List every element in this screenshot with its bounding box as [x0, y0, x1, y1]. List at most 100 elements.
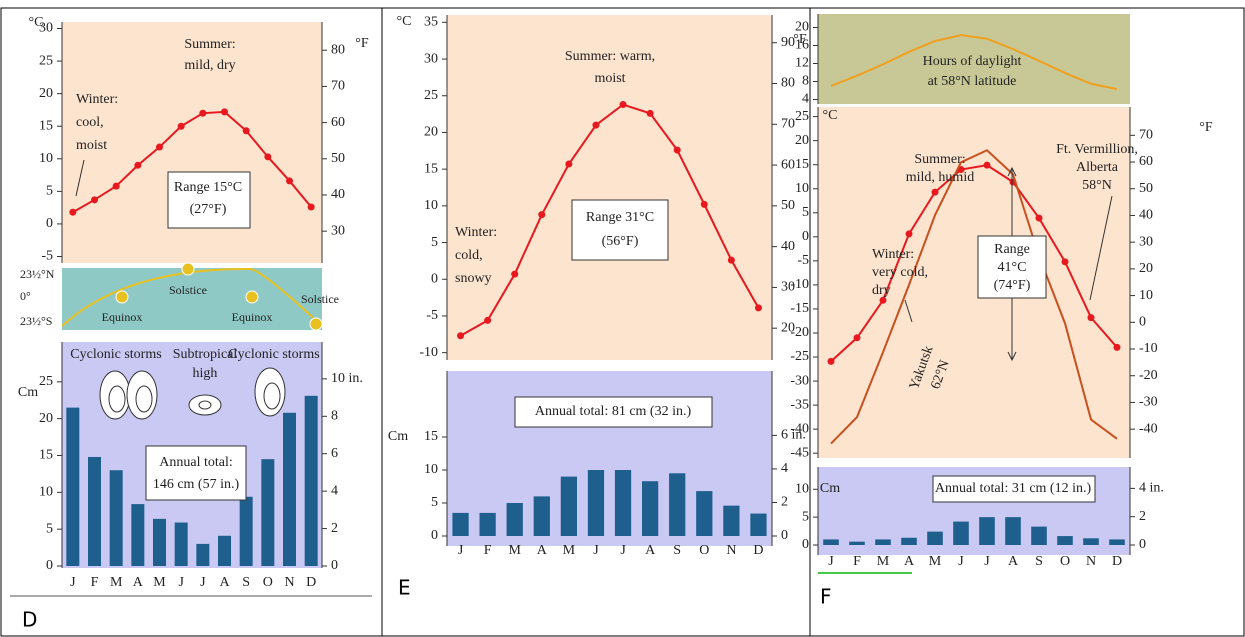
- bar: [875, 539, 891, 545]
- y-tick-label: 20: [795, 20, 809, 35]
- marker: [69, 208, 77, 216]
- annotation: 58°N: [1082, 178, 1112, 193]
- bar: [479, 512, 496, 536]
- y-tick-label: 0: [431, 271, 438, 286]
- bar: [1005, 517, 1021, 545]
- annotation: moist: [76, 138, 107, 153]
- y2-tick-label: 40: [781, 239, 795, 254]
- x-tick-label: A: [1008, 554, 1019, 569]
- bar: [953, 521, 969, 545]
- x-tick-label: A: [537, 543, 548, 558]
- x-tick-label: A: [645, 543, 656, 558]
- bar: [614, 470, 632, 536]
- marker: [1061, 258, 1069, 266]
- bar: [750, 513, 767, 536]
- annotation: cool,: [76, 115, 104, 130]
- y-label: 23½°S: [20, 314, 52, 328]
- bar: [196, 543, 210, 566]
- annotation: Summer:: [914, 152, 965, 167]
- x-tick-label: S: [1035, 554, 1043, 569]
- annotation: Alberta: [1076, 160, 1119, 175]
- y2-tick-label: 90: [781, 35, 795, 50]
- marker: [264, 153, 272, 161]
- marker: [134, 161, 142, 169]
- annotation: Annual total: 31 cm (12 in.): [935, 481, 1092, 496]
- y-tick-label: 0: [46, 558, 53, 573]
- bar: [452, 512, 469, 536]
- y2-tick-label: -40: [1139, 421, 1158, 436]
- bar: [696, 491, 713, 536]
- x-tick-label: A: [219, 575, 230, 590]
- annotation: Solstice: [301, 292, 339, 306]
- line: [830, 34, 1118, 91]
- marker: [177, 122, 185, 130]
- annotation: at 58°N latitude: [928, 74, 1017, 89]
- y2-tick-label: 20: [781, 320, 795, 335]
- y-tick-label: 15: [424, 161, 438, 176]
- y-tick-label: 0: [431, 528, 438, 543]
- marker: [853, 334, 861, 342]
- y-tick-label: 8: [802, 74, 809, 89]
- marker: [619, 101, 627, 109]
- annotation: Subtropical: [173, 347, 238, 362]
- annotation: Hours of daylight: [923, 54, 1022, 69]
- bar: [153, 518, 166, 566]
- y-tick-label: 0: [802, 229, 809, 244]
- x-tick-label: J: [984, 554, 990, 569]
- x-tick-label: J: [593, 543, 599, 558]
- high-icon: [198, 400, 212, 410]
- y-axis-label: Cm: [18, 385, 38, 400]
- bar: [88, 456, 101, 566]
- x-tick-label: O: [263, 575, 273, 590]
- marker: [565, 160, 573, 168]
- x-tick-label: A: [133, 575, 144, 590]
- y2-tick-label: 60: [331, 115, 345, 130]
- y-tick-label: 15: [424, 429, 438, 444]
- annotation: mild, humid: [906, 170, 974, 185]
- high-icon: [188, 394, 222, 416]
- storm-icon: [254, 367, 286, 417]
- y-tick-label: -5: [41, 249, 53, 264]
- annotation: Range: [994, 242, 1030, 257]
- annotation: Cyclonic storms: [228, 347, 319, 362]
- annotation: Cyclonic storms: [70, 347, 161, 362]
- x-tick-label: M: [877, 554, 890, 569]
- bar: [901, 537, 917, 545]
- x-tick-label: O: [1060, 554, 1070, 569]
- x-tick-label: J: [200, 575, 206, 590]
- plot-background: [818, 107, 1130, 458]
- annotation: Winter:: [455, 225, 497, 240]
- y2-axis-label: °F: [1199, 120, 1213, 135]
- annotation: mild, dry: [184, 58, 235, 73]
- y-tick-label: 0: [802, 537, 809, 552]
- marker: [286, 177, 293, 185]
- annotation-box: [571, 199, 669, 261]
- y-tick-label: 5: [431, 235, 438, 250]
- y2-tick-label: 8: [331, 409, 338, 424]
- x-tick-label: N: [284, 575, 294, 590]
- y-axis-label: °C: [397, 14, 412, 29]
- annotation-box: [145, 445, 247, 501]
- bar: [927, 531, 943, 545]
- y2-tick-label: 70: [331, 79, 345, 94]
- y-tick-label: 20: [424, 125, 438, 140]
- x-tick-label: D: [753, 543, 763, 558]
- y2-tick-label: 0: [1139, 537, 1146, 552]
- y2-tick-label: 70: [1139, 128, 1153, 143]
- annotation: moist: [594, 71, 625, 86]
- annotation: 146 cm (57 in.): [153, 477, 240, 492]
- y-tick-label: -20: [790, 325, 809, 340]
- y-tick-label: 16: [795, 38, 809, 53]
- y2-tick-label: 2: [1139, 509, 1146, 524]
- y2-tick-label: 50: [331, 151, 345, 166]
- marker: [931, 188, 939, 196]
- y2-tick-label: 80: [331, 42, 345, 57]
- y-tick-label: 0: [46, 216, 53, 231]
- bar: [979, 517, 995, 545]
- y2-tick-label: 6: [331, 446, 338, 461]
- y-axis-label: Cm: [388, 429, 408, 444]
- x-tick-label: J: [178, 575, 184, 590]
- y-tick-label: 25: [424, 88, 438, 103]
- pointer: [1089, 195, 1113, 301]
- bar: [261, 459, 275, 566]
